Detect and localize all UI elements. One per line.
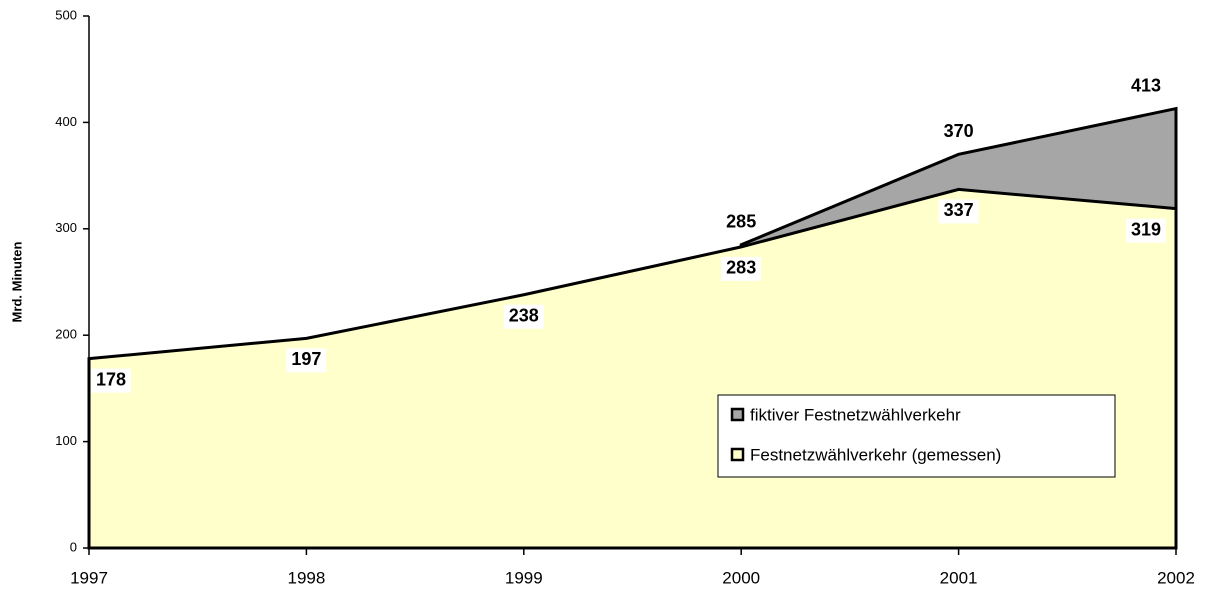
legend-swatch: [730, 447, 745, 462]
legend-swatch: [730, 407, 745, 422]
data-label: 285: [726, 212, 756, 232]
x-tick-label: 1997: [70, 568, 108, 587]
legend-label: Festnetzwählverkehr (gemessen): [750, 445, 1001, 464]
legend-box: [717, 394, 1116, 478]
data-label: 283: [726, 258, 756, 278]
x-tick-label: 2000: [722, 568, 760, 587]
label-bg: [503, 304, 544, 329]
x-tick-label: 1999: [505, 568, 543, 587]
x-tick-label: 1998: [287, 568, 325, 587]
data-label: 197: [291, 349, 321, 369]
x-tick-label: 2001: [940, 568, 978, 587]
label-bg: [721, 256, 762, 281]
y-tick-label: 0: [70, 539, 77, 554]
y-tick-label: 500: [55, 7, 77, 22]
data-label: 337: [944, 200, 974, 220]
y-tick-label: 300: [55, 220, 77, 235]
data-label: 238: [509, 306, 539, 326]
label-bg: [91, 368, 131, 393]
y-axis-label: Mrd. Minuten: [9, 242, 24, 323]
y-tick-label: 100: [55, 433, 77, 448]
label-bg: [286, 348, 327, 373]
data-label: 178: [96, 369, 126, 389]
area: [87, 187, 1178, 550]
legend-label: fiktiver Festnetzwählverkehr: [750, 405, 961, 424]
data-label: 319: [1131, 219, 1161, 239]
data-label: 413: [1131, 75, 1161, 95]
y-tick-label: 200: [55, 327, 77, 342]
label-bg: [1126, 218, 1166, 243]
data-label: 370: [944, 121, 974, 141]
label-bg: [938, 199, 979, 224]
x-tick-label: 2002: [1157, 568, 1195, 587]
y-tick-label: 400: [55, 114, 77, 129]
